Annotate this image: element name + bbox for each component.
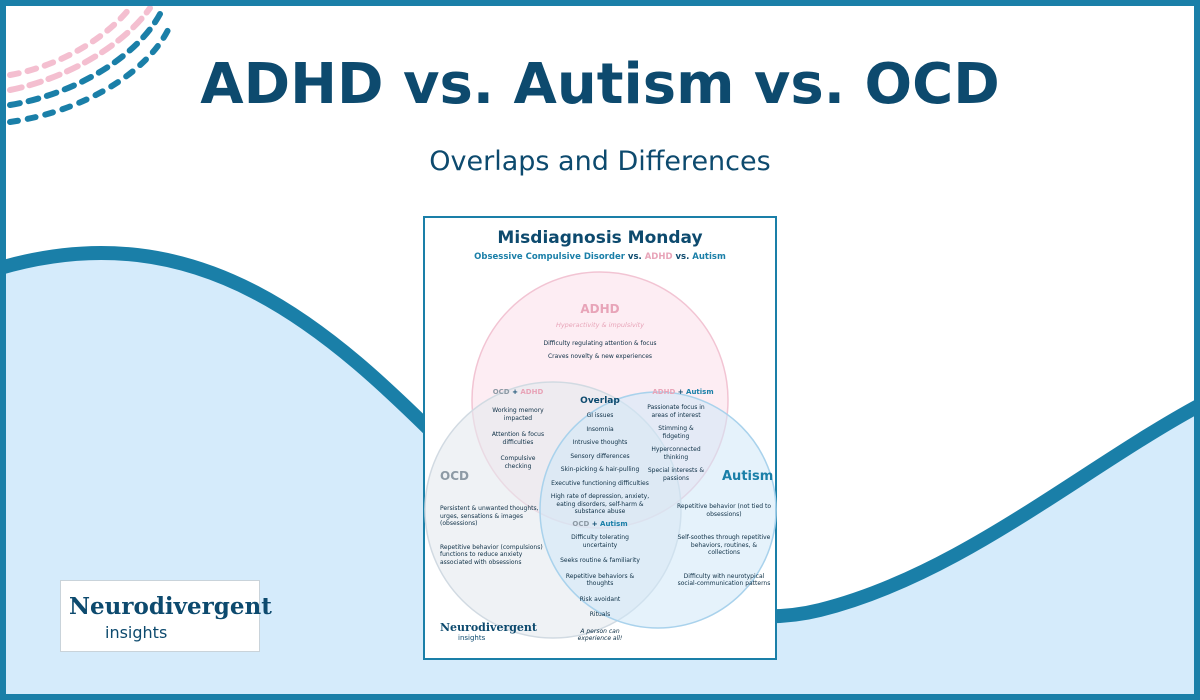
label-part: OCD: [572, 520, 590, 528]
venn-item: Special interests & passions: [647, 467, 705, 482]
venn-item: Difficulty regulating attention & focus: [543, 340, 657, 347]
ocd-label: OCD: [440, 469, 469, 483]
label-part: ADHD: [652, 388, 676, 396]
venn-item: Intrusive thoughts: [572, 439, 628, 446]
label-part: Autism: [600, 520, 628, 528]
venn-item: Seeks routine & familiarity: [560, 557, 640, 564]
venn-item: Risk avoidant: [579, 595, 621, 603]
label-part: Autism: [686, 388, 714, 396]
label-part: OCD: [492, 388, 510, 396]
adhd-label: ADHD: [580, 302, 620, 316]
venn-item: Difficulty with neurotypical social-comm…: [677, 572, 771, 588]
adhd-autism-label: ADHD + Autism: [652, 388, 713, 396]
venn-item: Skin-picking & hair-pulling: [560, 466, 640, 473]
adhd-items: Difficulty regulating attention & focus C…: [500, 340, 700, 360]
logo-name: Neurodivergent: [69, 593, 272, 620]
card-title: Misdiagnosis Monday: [497, 228, 703, 248]
venn-item: Craves novelty & new experiences: [547, 352, 653, 360]
venn-item: High rate of depression, anxiety, eating…: [550, 493, 650, 515]
venn-item: Passionate focus in areas of interest: [647, 404, 705, 419]
ocd-autism-items: Difficulty tolerating uncertainty Seeks r…: [558, 534, 643, 619]
adhd-autism-items: Passionate focus in areas of interest Sti…: [645, 404, 707, 482]
venn-item: Repetitive behaviors & thoughts: [565, 572, 635, 588]
footer-note: A person can experience all!: [577, 628, 623, 642]
venn-item: GI issues: [586, 412, 614, 419]
ocd-adhd-items: Working memory impacted Attention & focus…: [491, 407, 546, 470]
overlap-items: GI issues Insomnia Intrusive thoughts Senso…: [550, 412, 650, 516]
venn-item: Rituals: [589, 611, 611, 618]
title: ADHD vs. Autism vs. OCD: [200, 52, 1000, 117]
label-part: +: [677, 388, 684, 396]
venn-item: Self-soothes through repetitive behavior…: [677, 534, 771, 556]
venn-item: Executive functioning difficulties: [551, 479, 649, 487]
venn-item: Working memory impacted: [492, 407, 544, 422]
autism-label: Autism: [722, 469, 774, 484]
label-part: +: [512, 388, 518, 396]
subtitle-part: vs.: [627, 252, 642, 262]
venn-item: Insomnia: [586, 425, 614, 433]
logo: Neurodivergent insights: [60, 580, 272, 652]
footer-logo-tagline: insights: [458, 634, 486, 642]
adhd-tagline: Hyperactivity & impulsivity: [555, 321, 645, 329]
subtitle-part: Autism: [692, 252, 726, 262]
venn-item: Persistent & unwanted thoughts, urges, s…: [440, 505, 539, 527]
ocd-items: Persistent & unwanted thoughts, urges, s…: [440, 505, 546, 566]
venn-item: Repetitive behavior (compulsions) functi…: [440, 543, 543, 566]
subtitle-part: vs.: [675, 252, 690, 262]
card-subtitle: Obsessive Compulsive Disorder vs. ADHD v…: [474, 252, 726, 262]
venn-item: Attention & focus difficulties: [491, 431, 545, 446]
venn-item: Difficulty tolerating uncertainty: [571, 534, 629, 549]
venn-item: Sensory differences: [570, 452, 630, 460]
overlap-label: Overlap: [580, 396, 620, 406]
ocd-adhd-label: OCD + ADHD: [493, 388, 544, 396]
subtitle-part: ADHD: [644, 252, 673, 262]
logo-tagline: insights: [105, 623, 168, 642]
label-part: ADHD: [520, 388, 544, 396]
label-part: +: [591, 520, 598, 528]
venn-item: Compulsive checking: [500, 455, 536, 470]
ocd-autism-label: OCD + Autism: [572, 520, 627, 528]
footer-logo-name: Neurodivergent: [440, 621, 538, 634]
venn-item: Hyperconnected thinking: [651, 446, 701, 461]
subtitle-part: Obsessive Compulsive Disorder: [474, 252, 625, 262]
subtitle: Overlaps and Differences: [429, 146, 771, 177]
autism-items: Repetitive behavior (not tied to obsessi…: [674, 503, 774, 588]
venn-item: Stimming & fidgeting: [658, 425, 694, 440]
venn-item: Repetitive behavior (not tied to obsessi…: [676, 503, 772, 518]
